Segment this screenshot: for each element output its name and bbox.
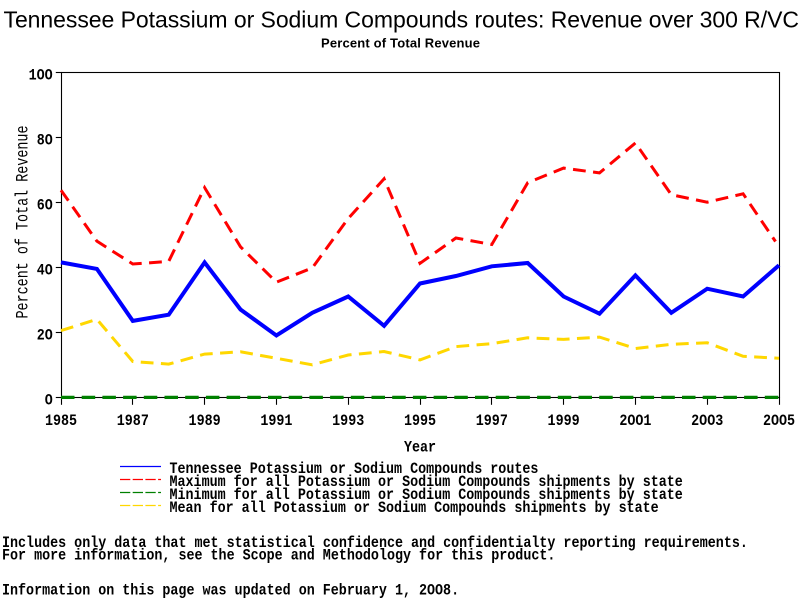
svg-text:1999: 1999 [548,412,580,430]
svg-text:Percent of Total Revenue: Percent of Total Revenue [321,36,480,51]
svg-text:2O: 2O [37,326,53,344]
svg-text:1989: 1989 [189,412,221,430]
svg-text:Minimum for all Potassium or S: Minimum for all Potassium or Sodium Comp… [170,486,683,504]
svg-text:Year: Year [404,439,436,457]
svg-text:Includes only data that met st: Includes only data that met statistical … [2,534,748,552]
svg-text:Maximum for all Potassium or S: Maximum for all Potassium or Sodium Comp… [170,473,683,491]
svg-text:Tennessee Potassium or Sodium: Tennessee Potassium or Sodium Compounds … [170,460,539,478]
svg-text:1995: 1995 [404,412,436,430]
svg-text:1987: 1987 [117,412,149,430]
svg-text:1993: 1993 [332,412,364,430]
svg-text:O: O [45,392,53,410]
svg-text:2OO1: 2OO1 [619,412,651,430]
svg-text:Information on this page was u: Information on this page was updated on … [2,582,459,600]
svg-text:2OO5: 2OO5 [763,412,795,430]
svg-text:1991: 1991 [260,412,292,430]
svg-text:Mean for all Potassium or Sodi: Mean for all Potassium or Sodium Compoun… [170,499,659,517]
svg-text:1997: 1997 [476,412,508,430]
svg-text:1985: 1985 [45,412,77,430]
svg-text:For more information, see the: For more information, see the Scope and … [2,547,555,565]
svg-text:1OO: 1OO [29,66,53,84]
svg-text:8O: 8O [37,131,53,149]
svg-text:Percent of Total Revenue: Percent of Total Revenue [13,126,33,319]
svg-text:2OO3: 2OO3 [691,412,723,430]
svg-text:6O: 6O [37,196,53,214]
svg-text:Tennessee Potassium or Sodium: Tennessee Potassium or Sodium Compounds … [4,7,800,33]
svg-text:4O: 4O [37,261,53,279]
